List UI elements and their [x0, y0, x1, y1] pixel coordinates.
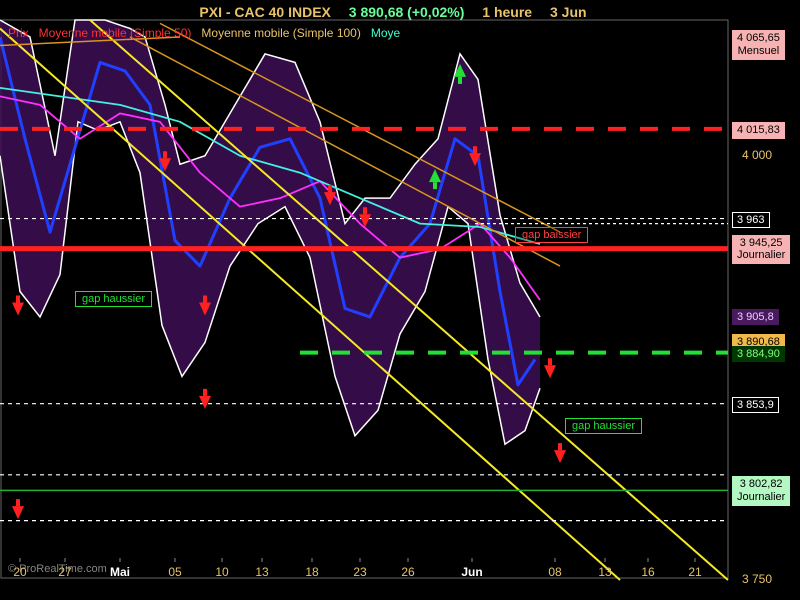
- price-tag: 3 905,8: [732, 309, 779, 326]
- y-tick: 3 750: [742, 572, 772, 586]
- x-tick: 21: [688, 565, 701, 579]
- legend-item: Moyenne mobile (Simple 100): [201, 26, 360, 40]
- annotation-box: gap baissier: [515, 227, 588, 243]
- chart-header: PXI - CAC 40 INDEX 3 890,68 (+0,02%) 1 h…: [0, 4, 800, 20]
- legend-item: Prix: [8, 26, 29, 40]
- header-tf: 1 heure: [482, 4, 532, 20]
- x-tick: 18: [305, 565, 318, 579]
- legend-item: Moyenne mobile (Simple 50): [39, 26, 192, 40]
- header-last: 3 890,68 (+0,02%): [349, 4, 465, 20]
- x-tick: 13: [598, 565, 611, 579]
- legend-item: Moye: [371, 26, 400, 40]
- price-tag: 4 015,83: [732, 122, 785, 139]
- x-tick: 13: [255, 565, 268, 579]
- price-tag: 3 802,82Journalier: [732, 476, 790, 505]
- price-tag: 3 963: [732, 212, 770, 229]
- x-tick: Mai: [110, 565, 130, 579]
- price-tag: 3 945,25Journalier: [732, 235, 790, 264]
- annotation-box: gap haussier: [565, 418, 642, 434]
- x-tick: 27: [58, 565, 71, 579]
- x-tick: 20: [13, 565, 26, 579]
- annotation-box: gap haussier: [75, 291, 152, 307]
- price-tag: 3 853,9: [732, 397, 779, 414]
- chart-container: PXI - CAC 40 INDEX 3 890,68 (+0,02%) 1 h…: [0, 0, 800, 600]
- header-symbol: PXI - CAC 40 INDEX: [199, 4, 330, 20]
- price-tag: 4 065,65Mensuel: [732, 30, 785, 59]
- x-tick: 16: [641, 565, 654, 579]
- x-tick: 08: [548, 565, 561, 579]
- x-tick: 10: [215, 565, 228, 579]
- x-tick: Jun: [461, 565, 482, 579]
- price-tag: 3 884,90: [732, 346, 785, 363]
- x-tick: 05: [168, 565, 181, 579]
- y-tick: 4 000: [742, 148, 772, 162]
- chart-legend: Prix Moyenne mobile (Simple 50) Moyenne mo…: [8, 26, 708, 40]
- x-tick: 23: [353, 565, 366, 579]
- x-tick: 26: [401, 565, 414, 579]
- header-date: 3 Jun: [550, 4, 587, 20]
